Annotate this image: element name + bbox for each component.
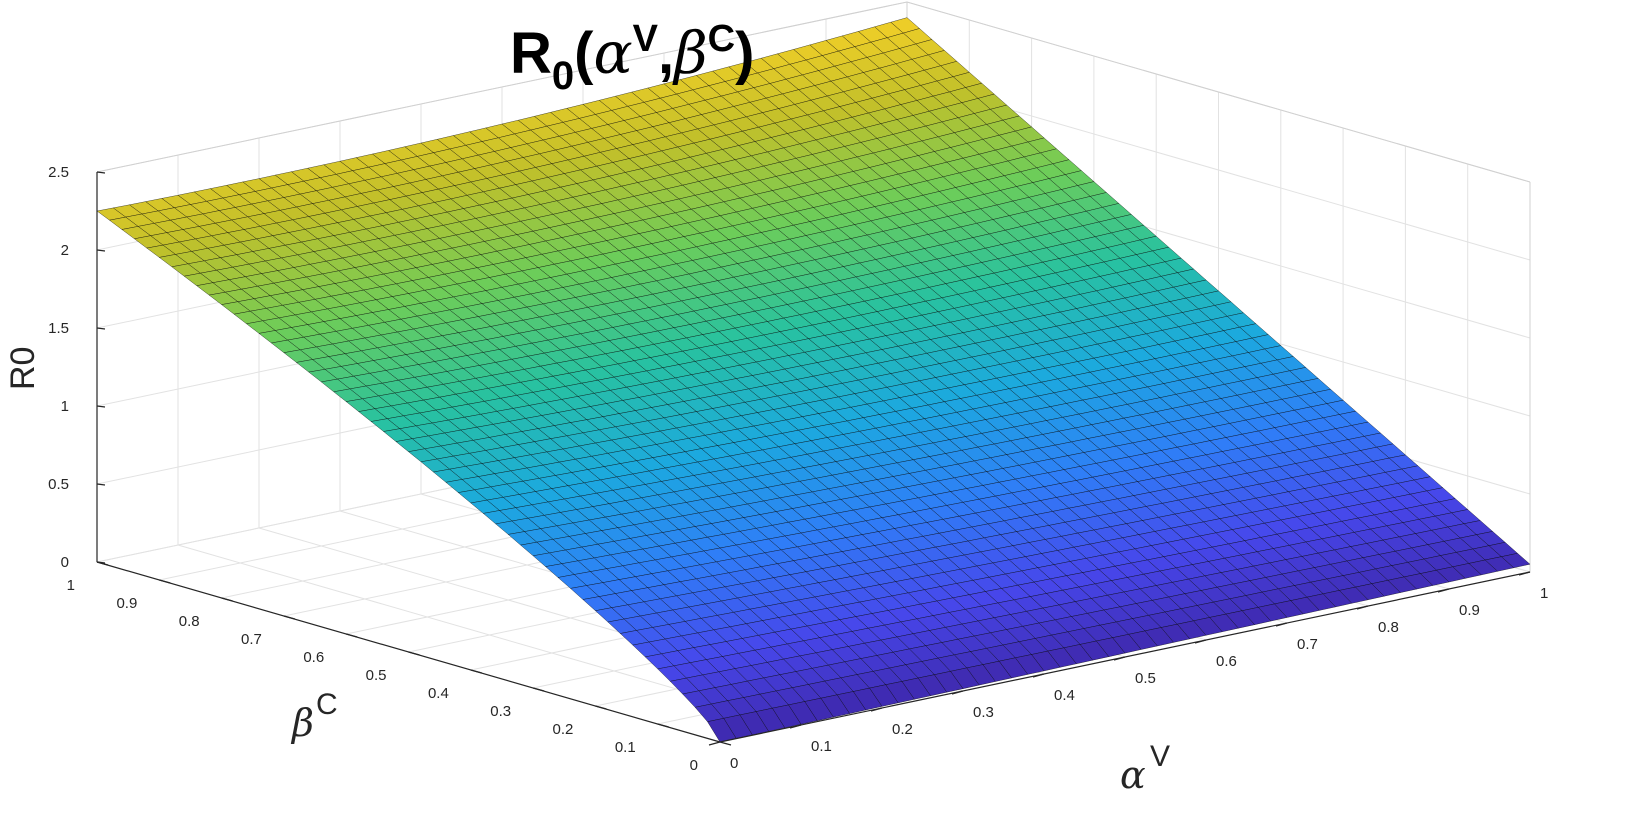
- z-tick-label: 1: [61, 398, 69, 415]
- x-tick-label: 1: [1540, 585, 1548, 602]
- x-tick-mark: [951, 690, 964, 695]
- y-tick-label: 1: [67, 577, 75, 594]
- x-axis-label: α V: [1120, 740, 1170, 797]
- x-tick-label: 0: [730, 755, 738, 772]
- y-tick-label: 0.5: [366, 667, 387, 684]
- y-tick-mark: [470, 669, 482, 674]
- y-axis-label-sup: C: [316, 688, 338, 721]
- y-tick-label: 0.6: [303, 649, 324, 666]
- x-tick-mark: [1356, 605, 1369, 610]
- z-tick-label: 0.5: [48, 476, 69, 493]
- z-tick-label: 2: [61, 242, 69, 259]
- z-tick-mark: [96, 405, 106, 408]
- x-tick-label: 0.4: [1054, 687, 1075, 704]
- x-tick-label: 0.3: [973, 704, 994, 721]
- y-tick-label: 0.1: [615, 739, 636, 756]
- y-tick-label: 0.7: [241, 631, 262, 648]
- z-axis-label: R0: [4, 347, 42, 390]
- y-tick-label: 0: [690, 757, 698, 774]
- x-tick-label: 0.6: [1216, 653, 1237, 670]
- x-tick-mark: [789, 724, 802, 729]
- y-axis-label: β C: [290, 688, 338, 745]
- y-tick-mark: [159, 579, 171, 584]
- x-tick-label: 0.5: [1135, 670, 1156, 687]
- x-tick-mark: [1518, 571, 1531, 576]
- z-tick-mark: [96, 327, 106, 330]
- z-tick-mark: [96, 171, 106, 174]
- label-layer: R0 β C α V: [4, 347, 1170, 797]
- x-tick-label: 0.9: [1459, 602, 1480, 619]
- x-tick-mark: [1194, 639, 1207, 644]
- y-tick-label: 0.2: [553, 721, 574, 738]
- x-tick-mark: [1275, 622, 1288, 627]
- surface-layer: [96, 17, 1531, 743]
- x-axis-label-symbol: α: [1120, 753, 1146, 797]
- x-tick-mark: [1032, 673, 1045, 678]
- y-tick-label: 0.9: [116, 595, 137, 612]
- y-tick-mark: [719, 741, 732, 746]
- y-tick-mark: [595, 705, 607, 710]
- x-tick-label: 0.7: [1297, 636, 1318, 653]
- y-tick-label: 0.8: [179, 613, 200, 630]
- z-tick-label: 0: [61, 554, 69, 571]
- y-tick-mark: [283, 615, 296, 620]
- z-tick-mark: [96, 483, 106, 486]
- x-tick-mark: [1113, 656, 1126, 661]
- axis-layer: 0 0.5 1 1.5 2 2.5 0 0.1 0.2 0.3 0.4 0.5 0.6 0.7 0.8 0.9…: [48, 164, 1548, 774]
- y-tick-label: 0.4: [428, 685, 449, 702]
- x-axis-label-sup: V: [1150, 740, 1170, 773]
- y-tick-mark: [96, 561, 109, 566]
- chart-title: R0(αV,βC): [510, 18, 755, 98]
- y-tick-mark: [532, 687, 545, 692]
- x-tick-label: 0.1: [811, 738, 832, 755]
- y-tick-label: 0.3: [490, 703, 511, 720]
- y-tick-mark: [346, 633, 358, 638]
- x-tick-label: 0.8: [1378, 619, 1399, 636]
- x-tick-mark: [1437, 588, 1450, 593]
- x-tick-label: 0.2: [892, 721, 913, 738]
- z-tick-label: 2.5: [48, 164, 69, 181]
- x-tick-mark: [708, 741, 721, 746]
- y-tick-mark: [221, 597, 233, 602]
- y-axis-label-symbol: β: [290, 701, 314, 745]
- z-tick-mark: [96, 249, 106, 252]
- y-tick-mark: [657, 723, 669, 728]
- x-tick-mark: [870, 707, 883, 712]
- z-tick-label: 1.5: [48, 320, 69, 337]
- y-tick-mark: [408, 651, 420, 656]
